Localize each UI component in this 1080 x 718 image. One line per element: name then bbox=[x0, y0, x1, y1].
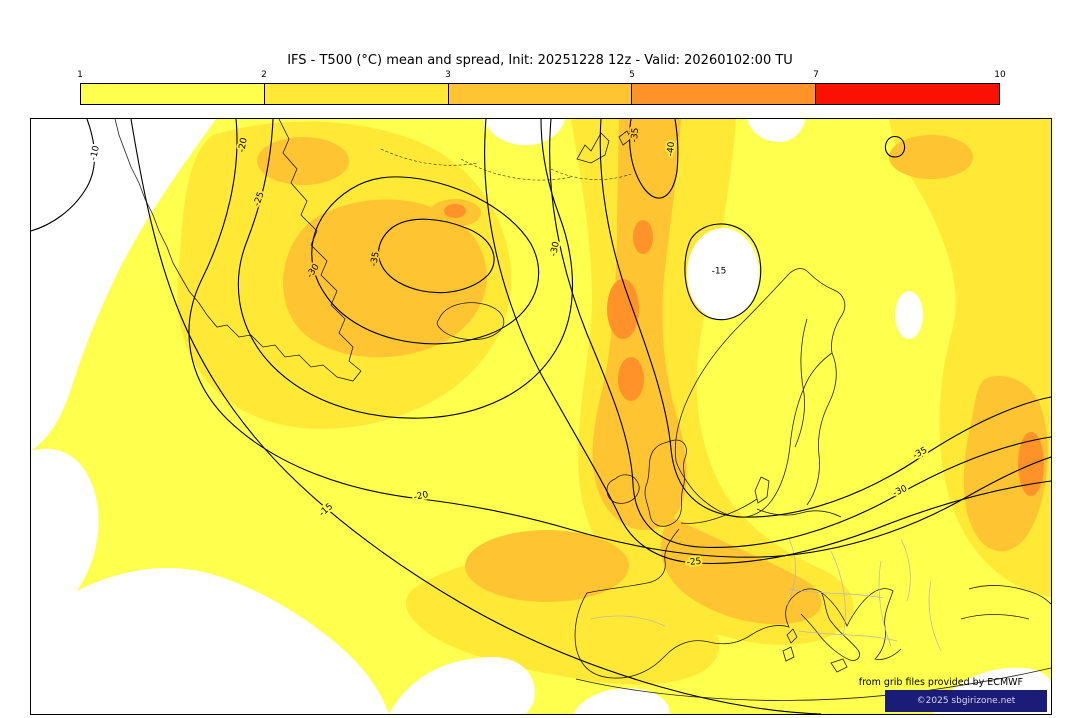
colorbar-tick-labels: 1 2 3 5 7 10 bbox=[77, 70, 1006, 83]
contour-label: -15 bbox=[710, 265, 729, 279]
spread-max-spot bbox=[607, 279, 639, 339]
svg-text:-35: -35 bbox=[369, 251, 381, 267]
spread-max-spot bbox=[444, 204, 466, 218]
country-border bbox=[590, 615, 666, 627]
contour-labels: -10 -15 -20 -25 -30 -35 -35 -40 -30 -25 … bbox=[87, 125, 931, 570]
spread-max-spot bbox=[618, 357, 644, 401]
country-border bbox=[788, 588, 884, 599]
colorbar-tick: 10 bbox=[994, 70, 1006, 80]
contour-minus30-greenland-loop bbox=[311, 176, 540, 345]
country-border bbox=[928, 580, 942, 652]
sea-ice-edge-dashed bbox=[460, 158, 572, 181]
biscay-spread-core bbox=[465, 530, 629, 602]
low-spread-finger-south bbox=[389, 657, 535, 714]
black-sea-coastline bbox=[968, 585, 1051, 605]
spread-max-spot bbox=[633, 220, 653, 254]
temperature-contours bbox=[31, 119, 1051, 714]
country-border bbox=[798, 630, 898, 642]
svg-text:-35: -35 bbox=[630, 127, 641, 143]
colorbar-tick: 5 bbox=[629, 70, 635, 80]
central-spread-core bbox=[592, 119, 687, 531]
contour-tiny-closed-northeast bbox=[884, 135, 906, 158]
low-spread-region-topcenter bbox=[747, 119, 805, 143]
svalbard-island-coastline bbox=[618, 130, 632, 146]
northeast-spread-core bbox=[889, 135, 973, 179]
baltic-south-coastline bbox=[756, 508, 842, 518]
svalbard-coastline bbox=[576, 132, 610, 164]
gulf-of-bothnia-coastline bbox=[794, 318, 808, 448]
iceland-coastline bbox=[436, 302, 505, 340]
svg-text:-20: -20 bbox=[237, 137, 249, 153]
contour-label: -20 bbox=[235, 135, 251, 155]
svg-text:-15: -15 bbox=[712, 267, 727, 277]
sardinia-coastline bbox=[782, 646, 795, 662]
contour-minus35-greenland-loop bbox=[378, 218, 495, 294]
low-spread-oval-east bbox=[895, 291, 923, 339]
barents-edge-dashed bbox=[550, 168, 632, 180]
country-border bbox=[878, 560, 892, 647]
contour-minus25-trough bbox=[484, 119, 1051, 565]
colorbar-tick: 1 bbox=[77, 70, 83, 80]
colorbar-segment bbox=[81, 84, 264, 104]
chart-title: IFS - T500 (°C) mean and spread, Init: 2… bbox=[287, 53, 793, 68]
contour-label: -25 bbox=[684, 555, 704, 570]
copyright-text: ©2025 sbgirizone.net bbox=[916, 696, 1016, 706]
svg-text:-40: -40 bbox=[666, 141, 677, 157]
mediterranean-north-coastline bbox=[708, 588, 860, 661]
low-spread-region-gibraltar bbox=[573, 688, 670, 714]
low-spread-region-topnotch bbox=[483, 119, 565, 146]
greenland-coastline bbox=[114, 119, 362, 382]
colorbar-bar bbox=[80, 83, 1000, 105]
contour-minus25-west bbox=[237, 119, 573, 419]
copyright-badge: ©2025 sbgirizone.net bbox=[885, 690, 1047, 712]
contour-label: -40 bbox=[664, 139, 679, 159]
atlantic-iberia-coastline bbox=[574, 528, 710, 679]
country-border bbox=[786, 538, 796, 606]
low-spread-region-southwest bbox=[31, 448, 389, 714]
northsea-spread-core bbox=[660, 517, 822, 625]
adriatic-greece-coastline bbox=[820, 588, 902, 660]
low-spread-region-northwest bbox=[31, 119, 216, 451]
contour-label: -35 bbox=[628, 125, 643, 145]
map-frame: -10 -15 -20 -25 -30 -35 -35 -40 -30 -25 … bbox=[30, 118, 1052, 715]
country-border bbox=[900, 538, 911, 602]
denmark-coastline bbox=[754, 476, 770, 504]
colorbar-tick: 7 bbox=[813, 70, 819, 80]
colorbar-segment bbox=[263, 84, 448, 104]
contour-minus15-closed-norwegian-sea bbox=[684, 223, 762, 321]
colorbar-segment bbox=[631, 84, 816, 104]
weather-map: -10 -15 -20 -25 -30 -35 -35 -40 -30 -25 … bbox=[31, 119, 1051, 714]
north-africa-coastline bbox=[575, 667, 1051, 701]
svg-text:-25: -25 bbox=[686, 557, 702, 568]
coastlines bbox=[114, 119, 1051, 701]
corsica-coastline bbox=[786, 628, 798, 644]
great-britain-coastline bbox=[644, 439, 687, 527]
contour-minus40-core bbox=[628, 119, 679, 199]
arctic-archipelago-dashed bbox=[380, 148, 478, 166]
colorbar-segment bbox=[447, 84, 632, 104]
sicily-coastline bbox=[830, 658, 848, 673]
country-border bbox=[830, 550, 846, 637]
anatolia-coastline bbox=[960, 614, 1030, 620]
contour-label: -35 bbox=[367, 249, 383, 269]
contour-minus10 bbox=[31, 119, 96, 232]
contour-minus35-trough bbox=[599, 119, 1051, 518]
baltic-east-coastline bbox=[806, 352, 837, 506]
colorbar-segment bbox=[815, 84, 999, 104]
contour-minus15-west bbox=[130, 119, 822, 714]
country-borders bbox=[590, 538, 942, 652]
contour-minus30-trough bbox=[549, 119, 1051, 548]
northsea-coastline bbox=[680, 498, 758, 524]
colorbar-tick: 3 bbox=[445, 70, 451, 80]
contour-minus20 bbox=[188, 119, 1051, 558]
greenland-spread-core bbox=[283, 199, 487, 358]
low-spread-oval-norwegian-sea bbox=[687, 228, 759, 320]
spread-shading bbox=[31, 119, 1051, 714]
spread-colorbar: 1 2 3 5 7 10 bbox=[77, 70, 1006, 105]
attribution-text: from grib files provided by ECMWF bbox=[858, 677, 1023, 688]
colorbar-tick: 2 bbox=[261, 70, 267, 80]
greenland-north-spread-core bbox=[257, 137, 349, 185]
